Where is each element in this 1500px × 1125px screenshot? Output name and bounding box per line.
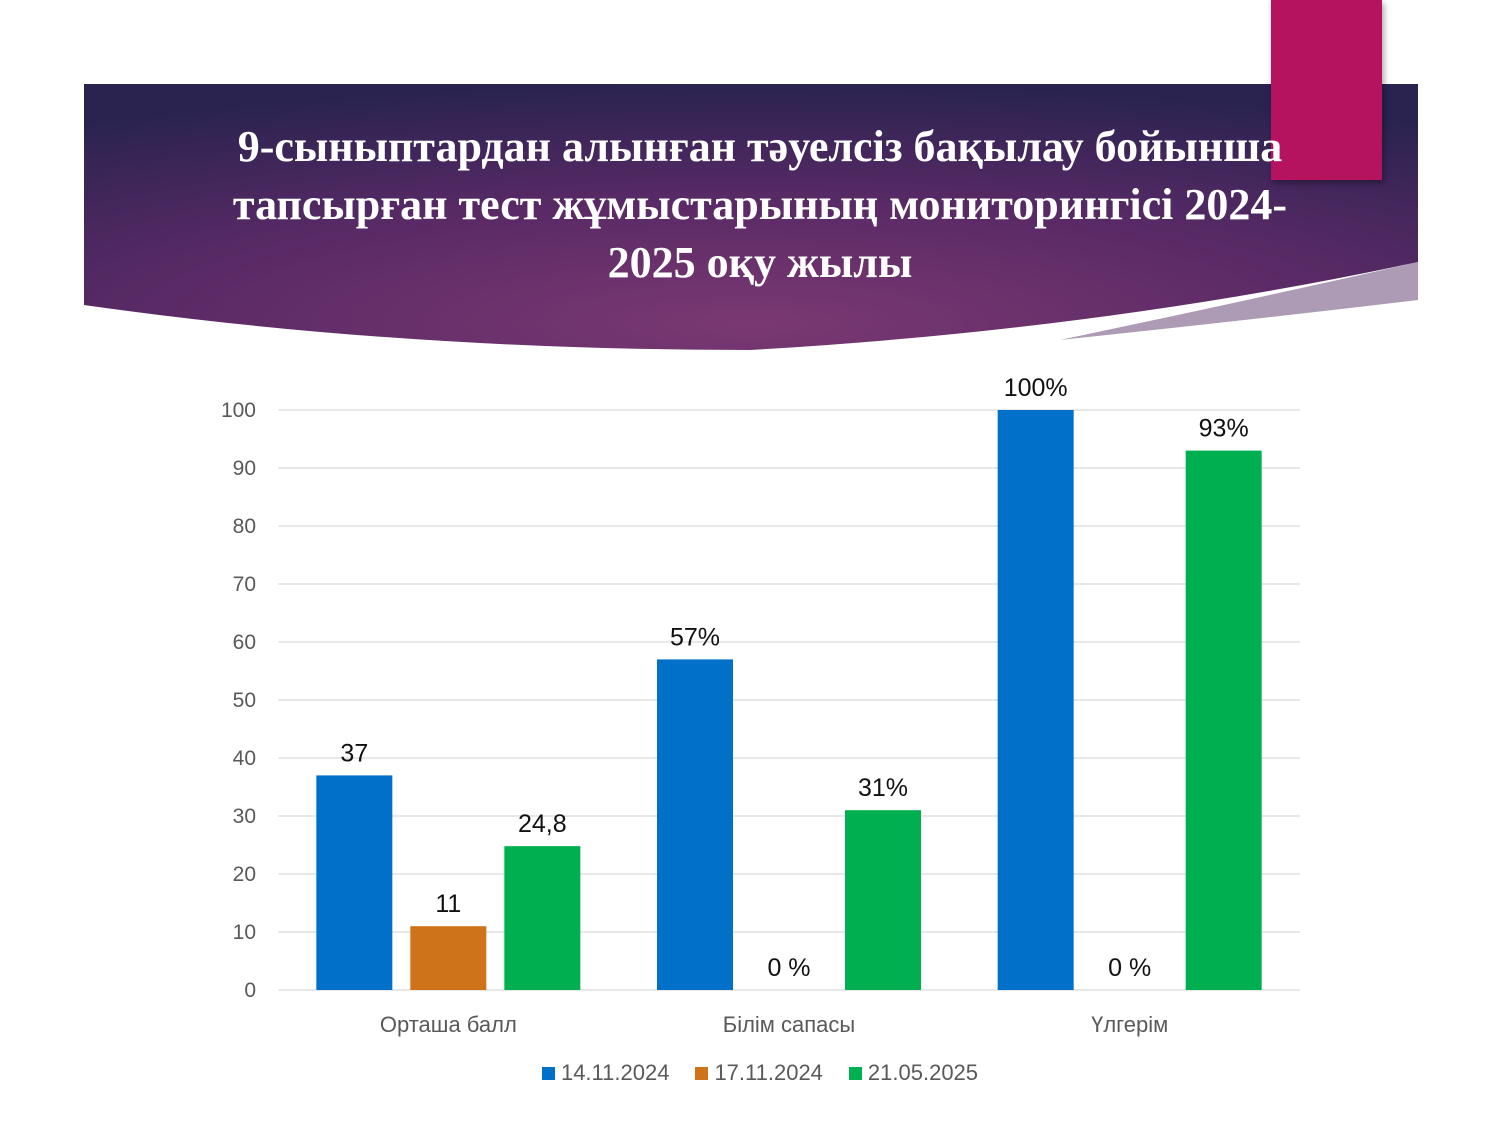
- y-tick-label: 20: [233, 863, 256, 886]
- y-tick-label: 10: [233, 921, 256, 944]
- data-labels: 37 11 24,8 57% 0 % 31% 100% 0 % 93%: [340, 374, 1248, 982]
- data-label: 100%: [1004, 374, 1068, 402]
- y-tick-label: 40: [233, 747, 256, 770]
- y-tick-label: 100: [221, 399, 256, 422]
- bar-21.05.2025-Білім сапасы: [845, 810, 921, 990]
- chart-legend: 14.11.2024 17.11.2024 21.05.2025: [0, 1058, 1500, 1088]
- data-label: 24,8: [518, 810, 567, 838]
- x-category-label: Үлгерім: [1091, 1012, 1168, 1037]
- y-axis-tick-labels: 0 10 20 30 40 50 60 70 80 90 100: [221, 399, 256, 1002]
- legend-swatch: [848, 1066, 862, 1080]
- x-category-label: Орташа балл: [380, 1012, 517, 1037]
- y-tick-label: 50: [233, 689, 256, 712]
- y-tick-label: 90: [233, 457, 256, 480]
- banner-shape: [84, 84, 1418, 350]
- legend-label: 21.05.2025: [867, 1060, 979, 1085]
- data-label: 11: [435, 890, 461, 918]
- y-tick-label: 60: [233, 631, 256, 654]
- bar-21.05.2025-Орташа балл: [504, 846, 581, 990]
- data-label: 93%: [1199, 415, 1249, 443]
- accent-rectangle: [1271, 0, 1382, 180]
- y-tick-label: 30: [233, 805, 256, 828]
- chart-gridlines: [278, 409, 1300, 991]
- legend-label: 17.11.2024: [714, 1060, 823, 1085]
- title-banner: [84, 84, 1418, 350]
- data-label: 31%: [858, 774, 908, 802]
- y-tick-label: 70: [233, 573, 256, 596]
- legend-label: 14.11.2024: [560, 1060, 670, 1085]
- bar-14.11.2024-Білім сапасы: [657, 659, 733, 990]
- page-title: 9-сыныптардан алынған тәуелсіз бақылау б…: [232, 122, 1288, 287]
- bar-17.11.2024-Орташа балл: [410, 926, 487, 990]
- legend-item: 14.11.2024: [541, 1060, 670, 1086]
- bar-14.11.2024-Орташа балл: [316, 775, 393, 990]
- data-label: 0 %: [767, 954, 810, 982]
- legend-swatch: [695, 1066, 709, 1080]
- data-label: 0 %: [1108, 954, 1151, 982]
- x-axis-category-labels: Орташа балл Білім сапасы Үлгерім: [380, 1012, 1168, 1037]
- y-tick-label: 80: [233, 515, 256, 538]
- x-category-label: Білім сапасы: [723, 1012, 855, 1037]
- y-tick-label: 0: [244, 979, 256, 1002]
- chart-bars: [316, 410, 1262, 991]
- data-label: 37: [340, 739, 368, 767]
- data-label: 57%: [670, 623, 720, 651]
- bar-21.05.2025-Үлгерім: [1185, 450, 1262, 991]
- bar-14.11.2024-Үлгерім: [997, 410, 1074, 990]
- legend-swatch: [541, 1066, 555, 1080]
- banner-curve-highlight: [1060, 262, 1418, 340]
- legend-item: 17.11.2024: [695, 1060, 823, 1086]
- legend-item: 21.05.2025: [848, 1060, 979, 1086]
